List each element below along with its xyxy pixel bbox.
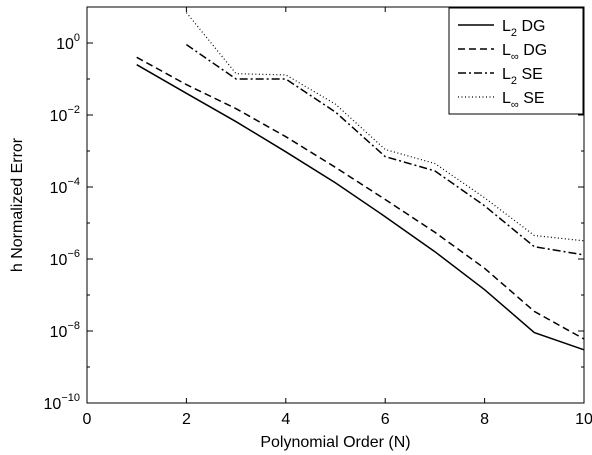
plot-area-frame <box>86 6 585 404</box>
series-line-0 <box>136 64 585 351</box>
legend-label: L∞ DG <box>502 42 547 63</box>
legend-label: L2 DG <box>502 18 545 39</box>
x-tick-label: 10 <box>575 411 592 428</box>
y-tick-label: 10−8 <box>50 320 80 341</box>
y-tick-label: 10−6 <box>50 248 80 269</box>
legend: L2 DG L∞ DG L2 SE L∞ SE <box>448 7 584 115</box>
y-tick-label: 10−10 <box>44 392 80 413</box>
y-tick-label: 10−2 <box>50 104 80 125</box>
x-tick-label: 2 <box>182 411 191 428</box>
y-axis-label: h Normalized Error <box>9 137 26 272</box>
legend-label: L2 SE <box>502 66 543 87</box>
legend-label: L∞ SE <box>502 90 545 111</box>
series-line-3 <box>185 12 585 242</box>
x-tick-label: 6 <box>381 411 390 428</box>
axis-tick-labels: 0 2 4 6 8 10 10−10 10−8 10−6 10−4 10−2 100 <box>44 32 592 428</box>
series-line-2 <box>185 43 585 256</box>
y-tick-label: 100 <box>56 32 80 53</box>
x-axis-label: Polynomial Order (N) <box>260 434 410 451</box>
series-line-1 <box>136 56 585 340</box>
y-tick-label: 10−4 <box>50 176 80 197</box>
x-tick-label: 8 <box>480 411 489 428</box>
x-tick-label: 4 <box>281 411 290 428</box>
x-tick-label: 0 <box>83 411 92 428</box>
plot-lines <box>136 12 585 351</box>
